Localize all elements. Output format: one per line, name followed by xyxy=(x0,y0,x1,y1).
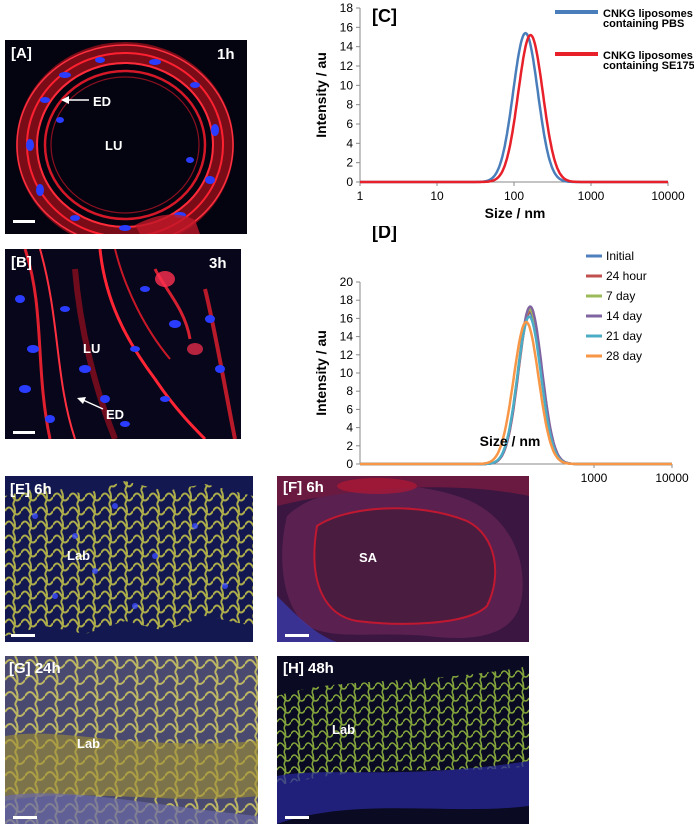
panel-label-a: [A] xyxy=(11,45,32,62)
scale-bar xyxy=(285,634,309,637)
panel-time-a: 1h xyxy=(217,46,235,63)
y-tick-label: 14 xyxy=(340,330,354,344)
legend-label: 24 hour xyxy=(606,269,647,283)
x-tick-label: 100 xyxy=(504,189,524,203)
micrograph-panel-b: [B] 3h LU ED xyxy=(5,249,241,439)
chart-d-stability-size-distribution: 0 2 4 6 8 10 12 14 16 18 20 1000 10000 Size / nm Inten… xyxy=(313,226,689,485)
series-line xyxy=(360,33,668,184)
chart-c-dls-size-distribution: 0 2 4 6 8 10 12 14 16 18 1 10 100 1000 10000 Size / nm I… xyxy=(313,1,694,221)
y-tick-label: 2 xyxy=(346,156,353,170)
ed-arrow-icon xyxy=(61,96,89,104)
region-label-lu: LU xyxy=(83,341,101,356)
legend-label: containing PBS xyxy=(603,18,684,30)
region-label-lab: Lab xyxy=(77,736,101,751)
micrograph-panel-a: [A] 1h ED LU xyxy=(5,40,247,234)
micrograph-panel-g: [G] 24h Lab xyxy=(5,656,258,824)
y-tick-label: 10 xyxy=(340,366,354,380)
micrograph-panel-h: [H] 48h Lab xyxy=(277,656,529,824)
region-label-ed: ED xyxy=(106,407,125,422)
legend-label: containing SE175 xyxy=(603,60,694,72)
x-tick-label: 1 xyxy=(357,189,364,203)
y-tick-label: 6 xyxy=(346,402,353,416)
legend-label: 28 day xyxy=(606,349,642,363)
y-tick-label: 4 xyxy=(346,136,353,150)
y-tick-label: 16 xyxy=(340,20,354,34)
chart-panel-label: [C] xyxy=(372,6,397,26)
legend-label: 14 day xyxy=(606,309,642,323)
panel-a-image xyxy=(16,42,234,234)
panel-label-f: [F] 6h xyxy=(283,479,324,496)
panel-f-image xyxy=(277,476,529,642)
chart-panel-label: [D] xyxy=(372,226,397,242)
x-tick-label: 10000 xyxy=(651,189,685,203)
y-tick-label: 14 xyxy=(340,40,354,54)
x-axis-label: Size / nm xyxy=(485,205,546,221)
y-tick-label: 16 xyxy=(340,311,354,325)
region-label-sa: SA xyxy=(359,550,378,565)
legend-label: 21 day xyxy=(606,329,642,343)
y-axis-label: Intensity / au xyxy=(313,52,329,138)
panel-label-b: [B] xyxy=(11,254,32,271)
panel-e-image xyxy=(5,476,253,642)
ed-arrow-icon xyxy=(77,397,104,410)
legend-label: Initial xyxy=(606,249,634,263)
micrograph-panel-f: [F] 6h SA xyxy=(277,476,529,642)
panel-g-image xyxy=(5,656,258,824)
y-tick-label: 0 xyxy=(346,175,353,189)
panel-time-b: 3h xyxy=(209,255,227,272)
region-label-ed: ED xyxy=(93,94,112,109)
y-tick-label: 8 xyxy=(346,384,353,398)
x-axis-label: Size / nm xyxy=(480,433,541,449)
legend-label: CNKG liposomes xyxy=(603,8,693,20)
y-tick-label: 6 xyxy=(346,117,353,131)
panel-label-g: [G] 24h xyxy=(9,660,61,677)
x-tick-label: 10000 xyxy=(655,471,689,485)
y-tick-label: 20 xyxy=(340,275,354,289)
x-tick-label: 1000 xyxy=(581,471,608,485)
y-axis-label: Intensity / au xyxy=(313,330,329,416)
panel-label-h: [H] 48h xyxy=(283,660,334,677)
legend-label: 7 day xyxy=(606,289,635,303)
panel-h-image xyxy=(277,656,529,824)
region-label-lab: Lab xyxy=(332,722,356,737)
legend-label: CNKG liposomes xyxy=(603,50,693,62)
y-tick-label: 18 xyxy=(340,1,354,15)
y-tick-label: 8 xyxy=(346,98,353,112)
x-tick-label: 1000 xyxy=(578,189,605,203)
scale-bar xyxy=(285,816,309,819)
x-tick-label: 10 xyxy=(430,189,444,203)
y-tick-label: 12 xyxy=(340,348,354,362)
scale-bar xyxy=(11,634,35,637)
y-tick-label: 18 xyxy=(340,293,354,307)
y-tick-label: 10 xyxy=(340,78,354,92)
panel-label-e: [E] 6h xyxy=(10,481,52,498)
region-label-lu: LU xyxy=(105,138,123,153)
series-line xyxy=(360,320,672,466)
scale-bar xyxy=(13,220,35,223)
y-tick-label: 12 xyxy=(340,59,354,73)
y-tick-label: 4 xyxy=(346,421,353,435)
panel-b-image xyxy=(15,249,237,439)
scale-bar xyxy=(13,816,37,819)
scale-bar xyxy=(13,431,35,434)
micrograph-panel-e: [E] 6h Lab xyxy=(5,476,253,642)
y-tick-label: 0 xyxy=(346,457,353,471)
y-tick-label: 2 xyxy=(346,439,353,453)
region-label-lab: Lab xyxy=(67,548,91,563)
